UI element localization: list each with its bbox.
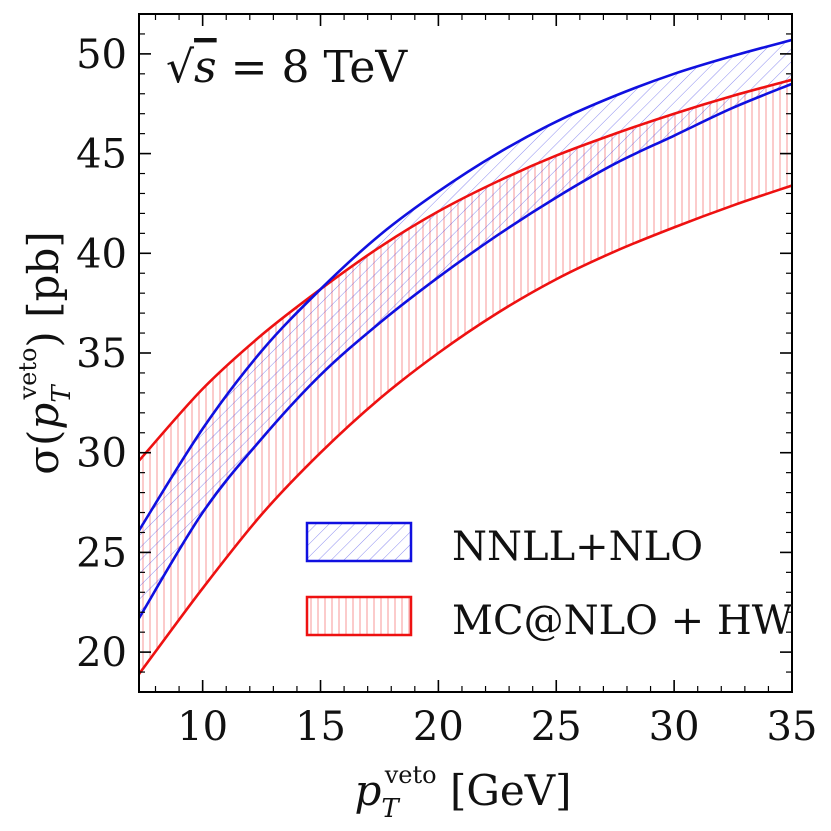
y-tick-label: 25 [76, 530, 127, 576]
legend-label-mcatnlo: MC@NLO + HW [452, 598, 793, 644]
x-tick-label: 10 [177, 704, 228, 750]
band-fill-mcatnlo [139, 79, 792, 675]
y-tick-label: 35 [76, 331, 127, 377]
legend-swatch-nnll [305, 521, 413, 563]
legend-swatch-mcatnlo [305, 595, 413, 637]
legend: NNLL+NLO MC@NLO + HW [305, 521, 793, 644]
svg-text:√s = 8 TeV: √s = 8 TeV [166, 42, 408, 93]
sqrt-variable: s [194, 42, 217, 93]
y-tick-label: 40 [76, 231, 127, 277]
x-tick-label: 30 [649, 704, 700, 750]
x-tick-label: 20 [413, 704, 464, 750]
y-tick-label: 50 [76, 32, 127, 78]
y-tick-label: 45 [76, 132, 127, 178]
lower-curve-nnll [139, 82, 792, 619]
plot-area [139, 38, 792, 675]
legend-label-nnll: NNLL+NLO [452, 524, 703, 570]
x-tick-label: 25 [531, 704, 582, 750]
axis-ticks [139, 14, 793, 692]
axis-tick-labels: 10 15 20 25 30 35 20 25 30 35 40 45 50 [76, 32, 817, 750]
energy-value: = 8 TeV [217, 42, 409, 93]
x-tick-label: 35 [767, 704, 818, 750]
energy-annotation: √s = 8 TeV [166, 42, 408, 93]
lower-curve-mcatnlo [139, 184, 792, 675]
x-tick-label: 15 [295, 704, 346, 750]
upper-curve-nnll [139, 38, 792, 532]
y-axis-title: σ(pTveto) [pb] [14, 231, 77, 474]
upper-curve-mcatnlo [139, 78, 792, 462]
y-tick-label: 20 [76, 630, 127, 676]
x-axis-title: pTveto [GeV] [355, 761, 572, 824]
y-tick-label: 30 [76, 431, 127, 477]
sqrt-symbol: √ [166, 42, 195, 93]
